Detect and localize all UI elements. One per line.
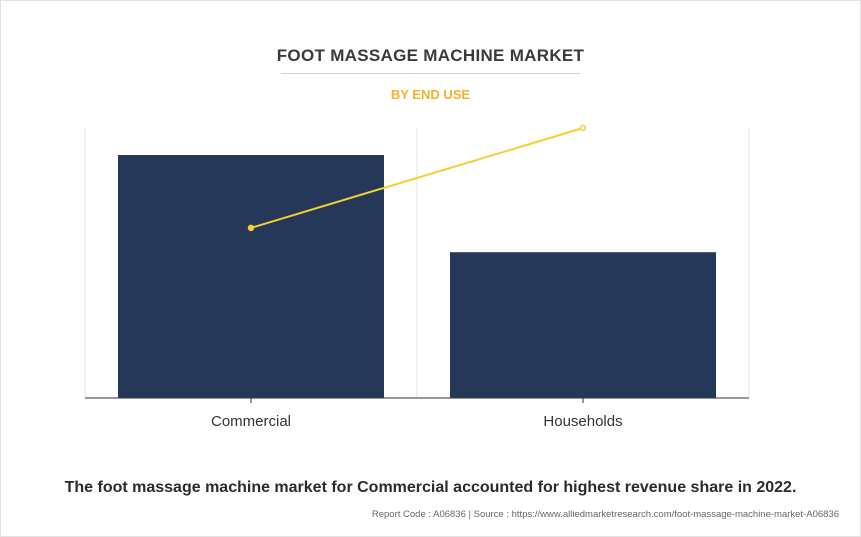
bar-commercial xyxy=(118,155,384,398)
trend-point xyxy=(579,124,587,132)
chart-subtitle: BY END USE xyxy=(390,87,471,102)
x-tick-label: Households xyxy=(543,413,622,430)
title-divider xyxy=(281,73,580,74)
source-note: Report Code : A06836 | Source : https://… xyxy=(371,509,839,520)
bar-households xyxy=(450,252,716,398)
chart-caption: The foot massage machine market for Comm… xyxy=(64,479,797,496)
chart-title: FOOT MASSAGE MACHINE MARKET xyxy=(276,46,585,65)
x-tick-label: Commercial xyxy=(211,413,291,430)
trend-line xyxy=(250,127,584,229)
trend-point xyxy=(247,224,255,232)
